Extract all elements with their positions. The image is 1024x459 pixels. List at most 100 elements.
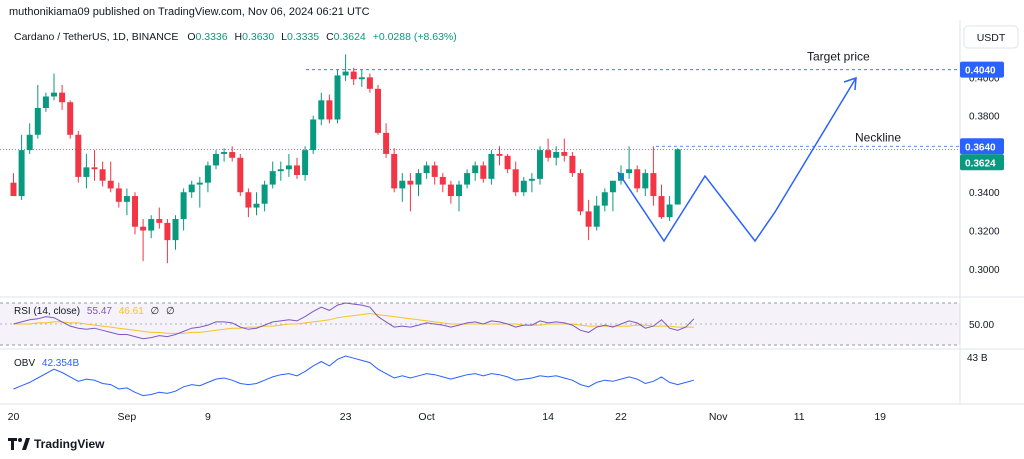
candle-body [253, 203, 260, 208]
rsi-line [13, 302, 695, 340]
time-tick-label: 11 [794, 411, 805, 423]
candle-body [504, 155, 511, 170]
price-tick-label: 0.3000 [969, 265, 1000, 276]
candle-body [674, 149, 681, 205]
candle-body [407, 180, 414, 185]
candle-body [67, 102, 74, 135]
tradingview-logo-icon [8, 438, 30, 450]
candle-body [99, 169, 106, 181]
candle-body [391, 153, 398, 189]
candle-body [431, 165, 438, 177]
candle-body [366, 77, 373, 89]
candle-body [593, 205, 600, 227]
time-tick-label: 20 [8, 411, 20, 423]
price-tick-label: 0.3200 [969, 227, 1000, 238]
candle-body [650, 173, 657, 197]
candle-body [188, 184, 195, 193]
candle-body [383, 132, 390, 154]
candle-body [358, 77, 365, 80]
candle-body [520, 180, 527, 193]
candle-body [115, 188, 122, 202]
candle-body [83, 167, 90, 177]
candle-body [415, 173, 422, 185]
candle-body [601, 192, 608, 206]
candle-body [577, 173, 584, 212]
rsi-ma-line [13, 312, 694, 334]
candle-body [642, 173, 649, 189]
time-tick-label: 22 [615, 411, 627, 423]
candle-body [18, 150, 25, 197]
time-tick-label: Oct [418, 411, 434, 423]
candle-body [213, 153, 219, 166]
candle-body [51, 92, 57, 97]
candle-body [439, 176, 446, 185]
price-tick-label: 0.3400 [969, 188, 1000, 199]
price-label: 0.3640 [965, 142, 996, 153]
candle-body [75, 134, 82, 177]
candle-body [132, 196, 138, 227]
candle-body [148, 219, 155, 231]
currency-button[interactable]: USDT [963, 25, 1019, 49]
obv-legend: OBV 42.354B [14, 358, 79, 369]
price-label: 0.4040 [965, 66, 996, 77]
candle-body [334, 75, 341, 120]
candle-body [666, 204, 673, 218]
candle-body [488, 153, 495, 179]
candle-body [172, 219, 179, 241]
candle-body [634, 169, 641, 189]
candle-body [34, 107, 41, 135]
target-arrow-head [843, 76, 857, 91]
candle-body [318, 100, 325, 120]
candle-body [528, 178, 535, 181]
candles [10, 54, 681, 264]
candle-body [545, 150, 552, 158]
obv-line [13, 355, 695, 397]
candle-body [237, 157, 244, 193]
currency-label: USDT [977, 32, 1006, 44]
price-label: 0.3624 [965, 158, 996, 169]
symbol-title: Cardano / TetherUS, 1D, BINANCE O0.3336 … [14, 31, 457, 43]
candle-body [294, 165, 300, 176]
drawings: Target price Neckline [0, 50, 960, 243]
candle-body [269, 171, 276, 185]
candle-body [302, 150, 309, 176]
candle-body [59, 92, 66, 103]
candle-body [285, 165, 292, 170]
time-tick-label: 9 [205, 411, 211, 423]
candle-body [512, 169, 519, 193]
candle-body [350, 71, 357, 80]
candle-body [537, 150, 543, 179]
candle-body [342, 71, 349, 76]
price-label-bg [960, 138, 1004, 155]
tradingview-logo[interactable]: TradingView [8, 437, 104, 451]
candle-body [585, 211, 592, 227]
time-tick-label: 23 [340, 411, 352, 423]
candle-body [658, 196, 665, 218]
candle-body [375, 88, 381, 133]
candle-body [221, 152, 228, 154]
candle-body [326, 100, 333, 120]
candle-body [196, 182, 203, 185]
candle-body [156, 219, 163, 223]
candle-body [204, 165, 211, 183]
candle-body [423, 165, 430, 174]
candle-body [609, 180, 616, 193]
neckline-annotation: Neckline [855, 130, 901, 144]
publisher-line: muthonikiama09 published on TradingView.… [9, 6, 370, 18]
candle-body [464, 173, 471, 185]
tradingview-brand-name: TradingView [34, 437, 105, 451]
candle-body [447, 184, 454, 197]
candle-body [472, 165, 479, 174]
target-price-annotation: Target price [807, 50, 870, 64]
candle-body [496, 153, 503, 156]
time-tick-label: 14 [542, 411, 554, 423]
price-tick-label: 0.4000 [969, 73, 1000, 84]
double-bottom-pattern [617, 77, 857, 243]
price-tick-label: 0.3800 [969, 112, 1000, 123]
rsi-legend: RSI (14, close) 55.47 46.61 ∅ ∅ [14, 306, 175, 317]
indicators [13, 302, 695, 397]
candle-body [42, 96, 49, 108]
rsi-level-label: 50.00 [969, 320, 994, 331]
candle-body [164, 222, 171, 241]
candle-body [180, 192, 187, 220]
